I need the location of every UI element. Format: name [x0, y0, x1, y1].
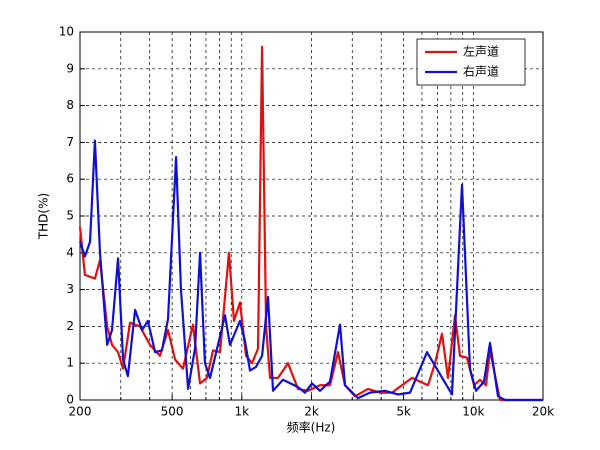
y-tick-label: 1 [66, 356, 74, 370]
y-tick-label: 4 [66, 245, 74, 259]
y-tick-label: 8 [66, 98, 74, 112]
x-tick-label: 20k [532, 405, 554, 419]
y-tick-label: 9 [66, 61, 74, 75]
y-axis-label: THD(%) [37, 193, 51, 240]
x-tick-label: 1k [235, 405, 250, 419]
plot-frame [79, 31, 544, 401]
y-tick-label: 0 [66, 393, 74, 407]
y-tick-label: 2 [66, 319, 74, 333]
x-tick-label: 500 [161, 405, 184, 419]
y-tick-label: 5 [66, 209, 74, 223]
x-axis-label: 频率(Hz) [287, 420, 336, 435]
legend-label: 左声道 [463, 44, 499, 59]
x-tick-label: 2k [304, 405, 319, 419]
x-tick-label: 5k [396, 405, 411, 419]
y-tick-label: 10 [59, 25, 74, 39]
data-line [78, 139, 543, 402]
legend-label: 右声道 [463, 64, 499, 79]
y-tick-label: 3 [66, 282, 74, 296]
y-tick-label: 6 [66, 172, 74, 186]
legend-box [416, 38, 526, 86]
x-tick-label: 200 [69, 405, 92, 419]
data-line [78, 45, 543, 402]
y-tick-label: 7 [66, 135, 74, 149]
x-tick-label: 10k [462, 405, 484, 419]
